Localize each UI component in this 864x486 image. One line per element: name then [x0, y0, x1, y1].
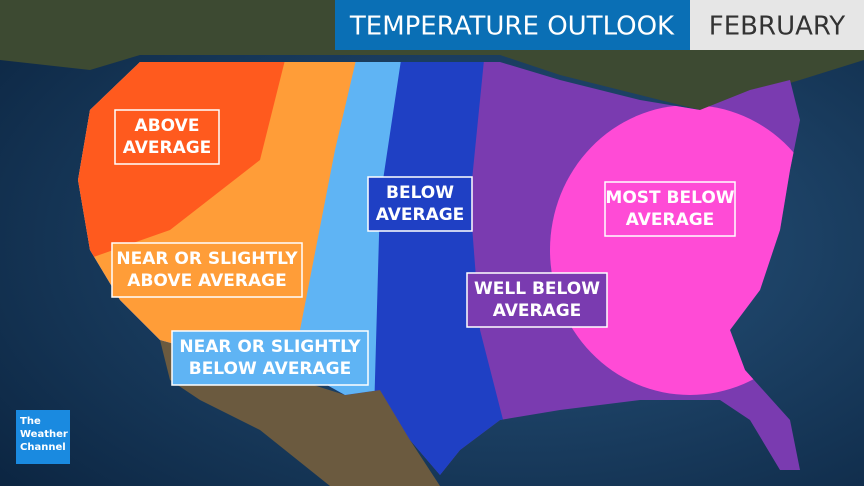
label-text: BELOW AVERAGE: [189, 359, 352, 379]
title: TEMPERATURE OUTLOOK: [349, 12, 675, 42]
logo-line: Weather: [20, 429, 68, 440]
label-text: ABOVE: [135, 116, 200, 136]
label-text: AVERAGE: [123, 138, 212, 158]
label-box: [171, 330, 369, 386]
label-text: ABOVE AVERAGE: [127, 271, 286, 291]
label-text: AVERAGE: [376, 205, 465, 225]
logo-line: Channel: [20, 442, 66, 453]
label-text: AVERAGE: [626, 210, 715, 230]
label-box: [114, 109, 220, 165]
label-box: [604, 181, 736, 237]
period: FEBRUARY: [709, 12, 846, 42]
label-box: [466, 272, 608, 328]
label-box: [367, 176, 473, 232]
label-text: AVERAGE: [493, 301, 582, 321]
label-text: NEAR OR SLIGHTLY: [179, 337, 361, 357]
title-box: [335, 0, 690, 50]
logo: [16, 410, 70, 464]
label-text: NEAR OR SLIGHTLY: [116, 249, 298, 269]
period-box: [690, 0, 864, 50]
label-text: MOST BELOW: [605, 188, 734, 208]
label-text: BELOW: [386, 183, 454, 203]
label-box: [111, 242, 303, 298]
logo-line: The: [20, 416, 41, 427]
label-text: WELL BELOW: [474, 279, 600, 299]
